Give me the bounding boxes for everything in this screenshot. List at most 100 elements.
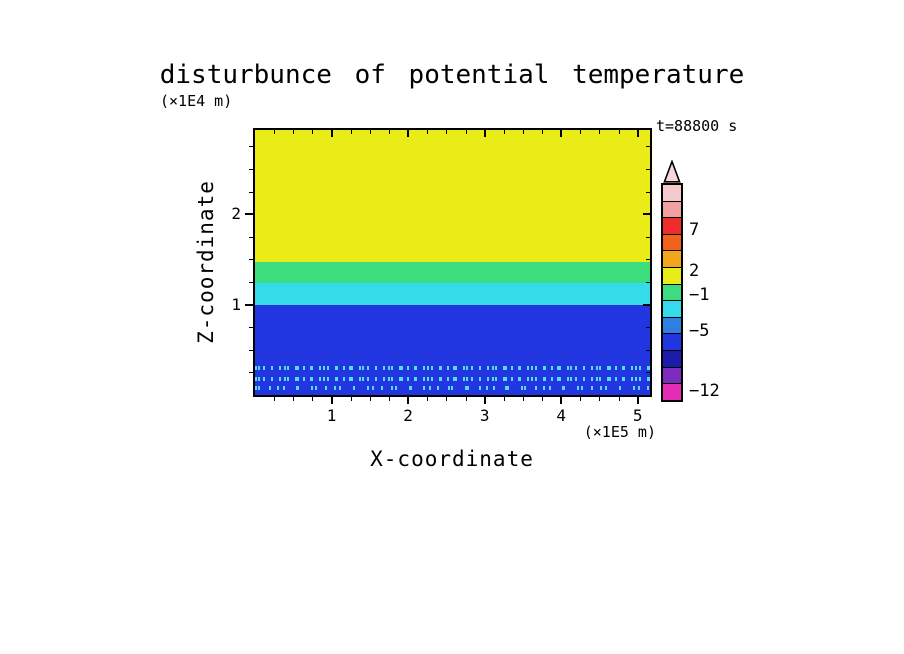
colorbar-value-label: 2 — [689, 261, 700, 281]
colorbar-value-label: −12 — [689, 381, 720, 402]
x-minor-tick-top — [369, 130, 371, 134]
y-tick-label: 1 — [231, 294, 241, 314]
y-minor-tick-left — [249, 259, 253, 261]
x-tick-label: 3 — [479, 406, 490, 425]
x-major-tick — [483, 397, 486, 404]
x-minor-tick-top — [388, 130, 390, 134]
colorbar-arrow-icon — [663, 160, 681, 183]
colorbar-segment — [663, 317, 681, 335]
y-major-tick-right — [643, 213, 650, 216]
y-minor-tick-right — [646, 259, 650, 261]
x-minor-tick-top — [293, 130, 295, 134]
y-minor-tick-left — [249, 236, 253, 238]
x-major-tick-top — [330, 130, 333, 137]
x-minor-tick-top — [599, 130, 601, 134]
y-minor-tick-left — [249, 349, 253, 351]
colorbar — [661, 183, 683, 402]
x-minor-tick-bottom — [446, 397, 448, 401]
plot-area — [253, 128, 652, 397]
y-minor-tick-right — [646, 146, 650, 148]
contour-band — [255, 262, 650, 283]
y-major-tick-right — [643, 303, 650, 306]
colorbar-segment — [663, 201, 681, 219]
x-minor-tick-top — [350, 130, 352, 134]
x-minor-tick-bottom — [503, 397, 505, 401]
x-minor-tick-bottom — [293, 397, 295, 401]
x-minor-tick-top — [618, 130, 620, 134]
y-minor-tick-left — [249, 168, 253, 170]
time-annotation: t=88800 s — [656, 117, 738, 135]
x-major-tick — [330, 397, 333, 404]
y-minor-tick-right — [646, 372, 650, 374]
y-minor-tick-right — [646, 281, 650, 283]
x-tick-label: 2 — [403, 406, 413, 425]
x-minor-tick-bottom — [427, 397, 429, 401]
colorbar-value-label: 7 — [689, 220, 700, 241]
y-major-tick — [245, 213, 253, 216]
x-major-tick — [407, 397, 410, 404]
x-minor-tick-bottom — [465, 397, 467, 401]
x-major-tick — [560, 397, 563, 404]
x-axis-title: X-coordinate — [370, 447, 534, 471]
x-minor-tick-bottom — [522, 397, 524, 401]
x-minor-tick-bottom — [274, 397, 276, 401]
x-minor-tick-bottom — [542, 397, 544, 401]
x-minor-tick-bottom — [369, 397, 371, 401]
y-minor-tick-right — [646, 168, 650, 170]
y-minor-tick-left — [249, 372, 253, 374]
y-tick-label: 2 — [231, 204, 241, 224]
x-minor-tick-bottom — [350, 397, 352, 401]
y-minor-tick-right — [646, 327, 650, 329]
x-minor-tick-top — [503, 130, 505, 134]
colorbar-segment — [663, 218, 681, 235]
x-tick-label: 4 — [556, 406, 566, 425]
colorbar-segment — [663, 384, 681, 400]
x-major-tick-top — [636, 130, 639, 137]
x-minor-tick-bottom — [599, 397, 601, 401]
y-axis-unit-label: (×1E4 m) — [160, 92, 233, 110]
speckle-contour-line — [255, 365, 650, 370]
chart-title: disturbunce of potential temperature — [159, 60, 745, 90]
y-minor-tick-left — [249, 281, 253, 283]
x-minor-tick-top — [427, 130, 429, 134]
colorbar-segment — [663, 334, 681, 352]
contour-band — [255, 282, 650, 305]
y-minor-tick-right — [646, 191, 650, 193]
y-major-tick — [245, 303, 253, 306]
y-minor-tick-left — [249, 146, 253, 148]
x-minor-tick-bottom — [312, 397, 314, 401]
x-minor-tick-top — [542, 130, 544, 134]
x-minor-tick-bottom — [580, 397, 582, 401]
x-minor-tick-top — [522, 130, 524, 134]
y-minor-tick-left — [249, 191, 253, 193]
contour-band — [255, 130, 650, 263]
x-minor-tick-top — [580, 130, 582, 134]
x-tick-label: 1 — [326, 406, 337, 425]
x-minor-tick-top — [274, 130, 276, 134]
colorbar-value-label: −5 — [689, 321, 710, 342]
contour-band — [255, 304, 650, 395]
x-minor-tick-top — [312, 130, 314, 134]
colorbar-segment — [663, 284, 681, 302]
x-major-tick-top — [560, 130, 563, 137]
x-minor-tick-top — [446, 130, 448, 134]
colorbar-segment — [663, 351, 681, 368]
colorbar-segment — [663, 301, 681, 318]
speckle-contour-line — [255, 376, 650, 381]
x-major-tick-top — [407, 130, 410, 137]
y-minor-tick-left — [249, 327, 253, 329]
x-minor-tick-top — [465, 130, 467, 134]
x-major-tick — [636, 397, 639, 404]
colorbar-segment — [663, 268, 681, 285]
colorbar-value-label: −1 — [689, 284, 710, 305]
x-tick-label: 5 — [632, 406, 643, 425]
colorbar-segment — [663, 251, 681, 269]
x-minor-tick-bottom — [388, 397, 390, 401]
x-major-tick-top — [483, 130, 486, 137]
speckle-contour-line — [255, 385, 650, 390]
colorbar-segment — [663, 185, 681, 202]
colorbar-segment — [663, 367, 681, 385]
x-axis-unit-label: (×1E5 m) — [583, 423, 656, 441]
x-minor-tick-bottom — [618, 397, 620, 401]
